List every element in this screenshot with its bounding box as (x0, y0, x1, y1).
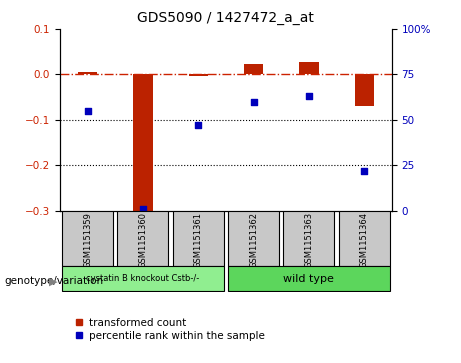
Point (361, 168, 368, 174)
Text: wild type: wild type (284, 274, 334, 284)
Point (195, 122, 202, 128)
Bar (62, 211, 113, 266)
Text: GSM1151363: GSM1151363 (304, 212, 313, 268)
Bar (228, 211, 279, 266)
Text: genotype/variation: genotype/variation (5, 276, 104, 286)
Bar (284, 211, 334, 266)
Point (250, 99, 257, 105)
Bar (244, 65, 263, 74)
Title: GDS5090 / 1427472_a_at: GDS5090 / 1427472_a_at (137, 11, 314, 25)
Text: ▶: ▶ (49, 276, 58, 286)
Text: GSM1151362: GSM1151362 (249, 212, 258, 268)
Legend: transformed count, percentile rank within the sample: transformed count, percentile rank withi… (71, 314, 269, 345)
Bar (355, 74, 374, 106)
Text: GSM1151364: GSM1151364 (360, 212, 369, 268)
Bar (189, 74, 208, 76)
Bar (118, 211, 168, 266)
Bar (299, 62, 319, 74)
Point (305, 93, 313, 99)
Text: GSM1151360: GSM1151360 (138, 212, 148, 268)
Bar (78, 72, 97, 74)
Bar (133, 74, 153, 213)
Point (84, 108, 91, 114)
Bar (339, 211, 390, 266)
Bar (173, 211, 224, 266)
Point (139, 206, 147, 212)
Bar (62, 266, 224, 291)
Text: GSM1151359: GSM1151359 (83, 212, 92, 268)
Bar (228, 266, 390, 291)
Text: GSM1151361: GSM1151361 (194, 212, 203, 268)
Text: cystatin B knockout Cstb-/-: cystatin B knockout Cstb-/- (86, 274, 200, 283)
